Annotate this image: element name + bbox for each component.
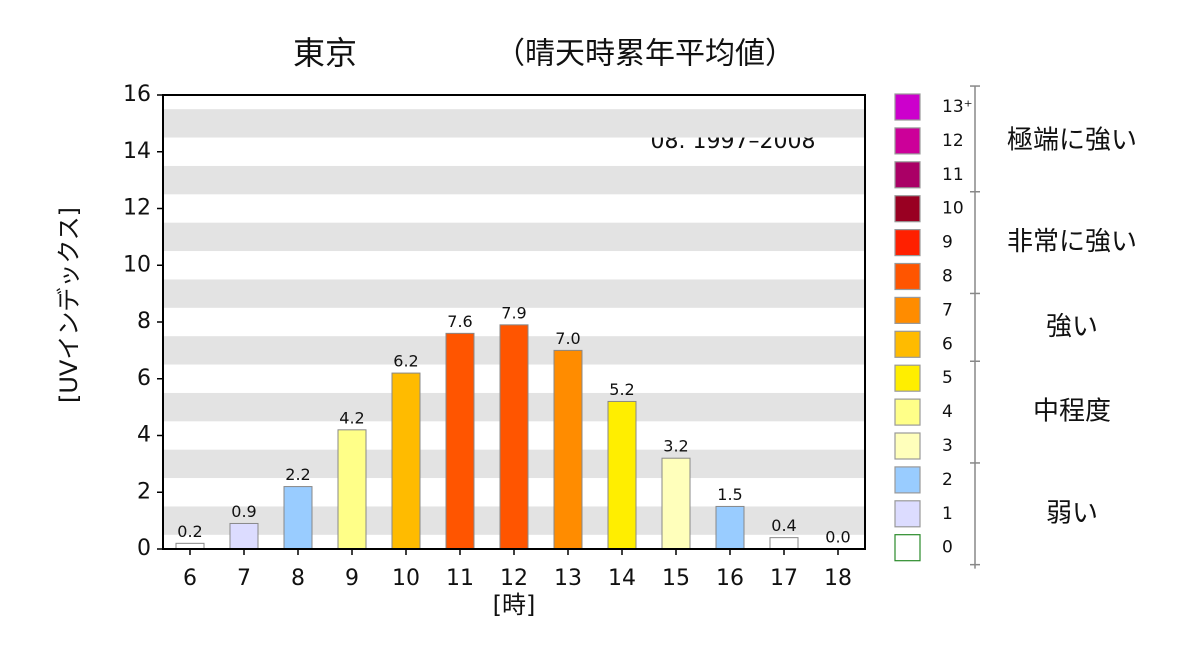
legend-swatch [894,534,921,562]
y-tick-label: 4 [137,423,151,448]
legend-item-label: 9 [942,233,953,253]
legend-swatch [894,195,921,223]
legend-swatch [894,262,921,291]
x-tick-label: 17 [770,566,798,591]
value-label: 0.0 [825,528,850,547]
bar [607,400,637,550]
x-tick-label: 18 [824,566,852,591]
legend-item-label: 1 [942,504,953,524]
legend-swatch [894,161,921,189]
legend-item-label: 10 [942,199,964,219]
legend-swatch [894,330,921,358]
legend-swatch [894,466,921,494]
y-tick-label: 16 [123,82,151,107]
bar [337,429,367,550]
x-tick-label: 8 [291,566,305,591]
value-label: 0.9 [231,502,256,521]
value-label: 7.6 [447,312,472,331]
legend-group-label: 強い [1046,312,1098,342]
x-tick-label: 9 [345,566,359,591]
bar [229,522,259,550]
legend-item-label: 8 [942,267,953,287]
x-tick-label: 11 [446,566,474,591]
legend-swatch [894,432,921,460]
legend-swatch [894,398,921,426]
y-tick-label: 8 [137,309,151,334]
value-label: 6.2 [393,352,418,371]
legend-group-label: 弱い [1046,498,1098,528]
value-label: 1.5 [717,485,742,504]
legend-swatch [894,229,921,257]
grid-band [163,109,865,138]
x-tick-label: 7 [237,566,251,591]
grid-band [163,165,865,195]
bar [445,332,475,550]
value-label: 7.0 [555,329,580,348]
bar [391,372,421,550]
x-tick-label: 15 [662,566,690,591]
bar [499,324,529,550]
x-tick-label: 6 [183,566,197,591]
x-tick-label: 14 [608,566,636,591]
y-tick-label: 14 [123,139,151,164]
legend-item-label: 11 [942,165,964,185]
value-label: 0.4 [771,516,796,535]
legend-group-label: 極端に強い [1007,125,1137,155]
x-tick-label: 10 [392,566,420,591]
value-label: 3.2 [663,437,688,456]
bar [661,457,691,550]
y-tick-label: 10 [123,252,151,277]
y-axis-label: [UVインデックス] [55,207,83,403]
legend-item-label: 7 [942,300,953,320]
legend-swatch [894,500,921,528]
y-tick-label: 2 [137,479,151,504]
x-axis-label: [時] [493,591,536,619]
value-label: 4.2 [339,408,364,427]
legend-item-label: 2 [942,470,953,490]
y-tick-label: 6 [137,366,151,391]
legend-group-label: 非常に強い [1007,227,1137,257]
value-label: 2.2 [285,465,310,484]
x-tick-label: 16 [716,566,744,591]
legend-swatch [894,364,921,392]
value-label: 7.9 [501,303,526,322]
legend-item-label: 5 [942,368,953,388]
legend-item-label: 13⁺ [942,97,973,117]
value-label: 0.2 [177,522,202,541]
legend-swatch [894,296,921,324]
bar [769,537,799,550]
legend-item-label: 3 [942,436,953,456]
bar [715,505,745,550]
y-tick-label: 0 [137,536,151,561]
legend-item-label: 4 [942,402,953,422]
chart-subtitle: （晴天時累年平均値） [495,37,795,72]
legend-group-label: 中程度 [1033,397,1111,427]
bar [283,486,313,550]
y-tick-label: 12 [123,196,151,221]
legend-item-label: 12 [942,131,964,151]
x-tick-label: 12 [500,566,528,591]
bar [553,349,583,550]
legend-swatch [894,93,921,121]
chart-title: 東京 [293,34,357,72]
legend-swatch [894,127,921,155]
value-label: 5.2 [609,380,634,399]
grid-band [163,222,865,252]
legend-item-label: 0 [942,538,953,558]
grid-band [163,279,865,308]
x-tick-label: 13 [554,566,582,591]
legend-item-label: 6 [942,334,953,354]
plot-frame [162,94,866,550]
